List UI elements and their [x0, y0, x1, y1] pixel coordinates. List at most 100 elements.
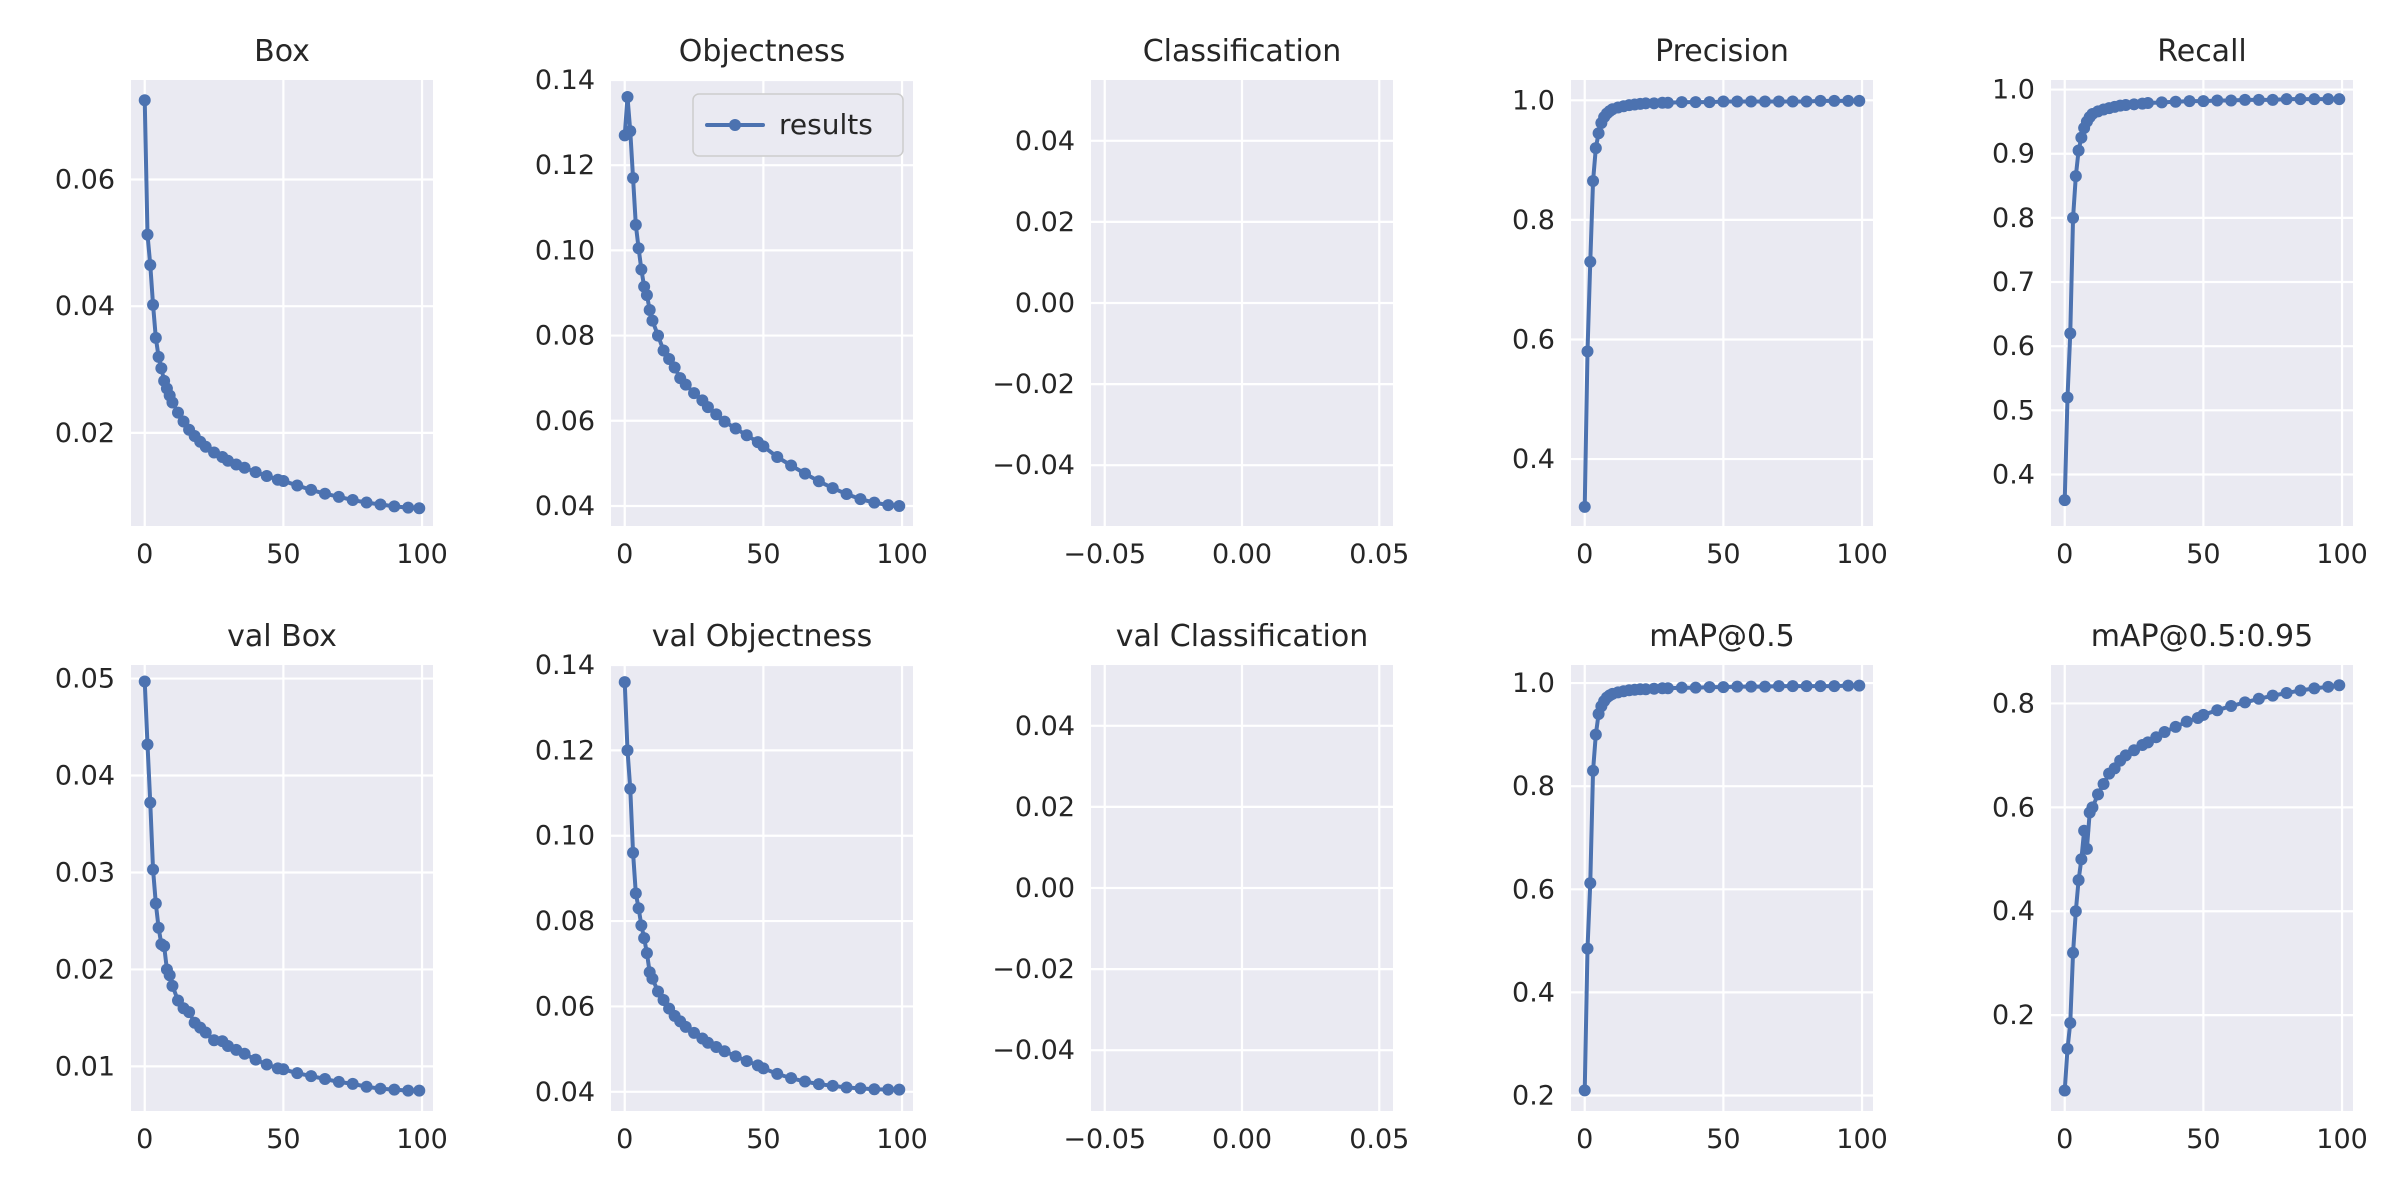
data-point: [663, 353, 676, 366]
data-point: [646, 972, 659, 985]
data-point: [729, 422, 742, 435]
data-point: [668, 361, 681, 374]
y-tick-label: −0.02: [992, 369, 1075, 400]
data-point: [679, 378, 692, 391]
data-point: [318, 487, 331, 500]
legend-box: [692, 93, 904, 157]
data-point: [1589, 728, 1602, 741]
data-point: [868, 496, 881, 509]
y-tick-label: 0.10: [535, 235, 595, 266]
data-point: [332, 1075, 345, 1088]
y-tick-label: 0.14: [535, 65, 595, 96]
data-point: [629, 218, 642, 231]
data-point: [163, 969, 176, 982]
data-point: [138, 675, 151, 688]
data-point: [2064, 327, 2077, 340]
data-point: [624, 782, 637, 795]
data-point: [158, 940, 171, 953]
data-point: [260, 1058, 273, 1071]
plot-area: [611, 665, 913, 1111]
data-point: [2238, 93, 2251, 106]
data-point: [785, 459, 798, 472]
y-tick-label: 0.04: [55, 761, 115, 792]
y-tick-label: 0.12: [535, 735, 595, 766]
data-point: [155, 362, 168, 375]
x-tick-label: 50: [746, 539, 780, 570]
data-point: [2141, 97, 2154, 110]
x-tick-label: 100: [876, 539, 928, 570]
x-tick-label: −0.05: [1063, 539, 1146, 570]
x-tick-label: 0: [136, 539, 153, 570]
y-tick-label: 0.2: [1992, 1000, 2035, 1031]
data-point: [1758, 680, 1771, 693]
data-point: [291, 1067, 304, 1080]
x-tick-label: 50: [266, 539, 300, 570]
data-point: [2169, 95, 2182, 108]
x-tick-label: 0: [1576, 1124, 1593, 1155]
data-point: [1814, 94, 1827, 107]
data-point: [1584, 877, 1597, 890]
y-tick-label: 0.8: [1992, 688, 2035, 719]
data-point: [2061, 1042, 2074, 1055]
data-point: [1745, 95, 1758, 108]
data-point: [1717, 95, 1730, 108]
data-point: [635, 263, 648, 276]
y-tick-label: 0.9: [1992, 139, 2035, 170]
plot-area: [2051, 665, 2353, 1111]
data-point: [2333, 679, 2346, 692]
data-point: [2238, 696, 2251, 709]
subplot-4: 0 50 100 0.4 0.6 0.8 1.0 Precision: [1512, 34, 1888, 570]
x-tick-label: 0: [136, 1124, 153, 1155]
data-point: [152, 921, 165, 934]
data-point: [1731, 95, 1744, 108]
data-point: [701, 401, 714, 414]
y-tick-label: 0.06: [535, 406, 595, 437]
data-point: [199, 1026, 212, 1039]
data-point: [2308, 93, 2321, 106]
y-tick-label: 0.5: [1992, 395, 2035, 426]
data-point: [657, 344, 670, 357]
subplot-6: 0 50 100 0.01 0.02 0.03 0.04 0.05 val Box: [55, 619, 448, 1155]
data-point: [183, 1006, 196, 1019]
subplot-2: 0 50 100 0.04 0.06 0.08 0.10 0.12 0.14 Objectness…: [535, 34, 928, 570]
x-tick-label: 0.05: [1349, 1124, 1409, 1155]
data-point: [147, 863, 160, 876]
y-tick-label: −0.04: [992, 450, 1075, 481]
y-tick-label: 0.02: [1015, 207, 1075, 238]
data-point: [657, 994, 670, 1007]
data-point: [629, 887, 642, 900]
data-point: [2211, 94, 2224, 107]
data-point: [1786, 680, 1799, 693]
data-point: [138, 94, 151, 107]
data-point: [318, 1073, 331, 1086]
y-tick-label: 0.6: [1512, 874, 1555, 905]
subplot-title: Classification: [1143, 34, 1342, 69]
data-point: [2197, 95, 2210, 108]
plot-area: [131, 665, 433, 1111]
data-point: [688, 387, 701, 400]
x-tick-label: 0: [1576, 539, 1593, 570]
y-tick-label: 0.06: [55, 164, 115, 195]
y-tick-label: 0.8: [1992, 203, 2035, 234]
y-tick-label: 1.0: [1512, 668, 1555, 699]
y-tick-label: −0.02: [992, 954, 1075, 985]
data-point: [652, 329, 665, 342]
x-tick-label: 0.00: [1212, 1124, 1272, 1155]
data-point: [413, 502, 426, 515]
subplot-title: mAP@0.5: [1649, 619, 1795, 654]
data-point: [374, 498, 387, 511]
data-point: [1853, 94, 1866, 107]
data-point: [2225, 94, 2238, 107]
data-point: [260, 469, 273, 482]
data-point: [757, 440, 770, 453]
subplot-1: 0 50 100 0.02 0.04 0.06 Box: [55, 34, 448, 570]
data-point: [2069, 170, 2082, 183]
subplot-title: Objectness: [679, 34, 845, 69]
data-point: [1731, 680, 1744, 693]
data-point: [2058, 494, 2071, 507]
data-point: [882, 1083, 895, 1096]
data-point: [2266, 689, 2279, 702]
legend-label: results: [779, 108, 873, 141]
data-point: [632, 242, 645, 255]
data-point: [1592, 127, 1605, 140]
